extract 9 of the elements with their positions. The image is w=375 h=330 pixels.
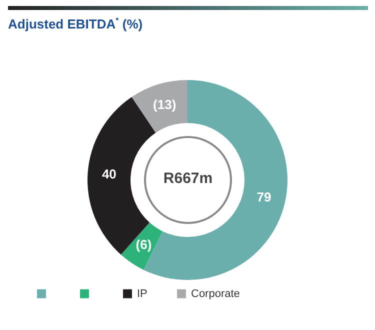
- donut-slice: [132, 80, 188, 133]
- legend-label: Corporate: [191, 288, 240, 300]
- text: R667m: [162, 170, 214, 187]
- chart-title: Adjusted EBITDA$^{*}$ (%): [8, 16, 143, 32]
- data-label: 40: [102, 166, 116, 182]
- data-label: 79: [256, 190, 272, 205]
- data-label: (13): [153, 96, 176, 112]
- legend-label: IP: [137, 288, 148, 300]
- data-label: (6): [136, 237, 152, 252]
